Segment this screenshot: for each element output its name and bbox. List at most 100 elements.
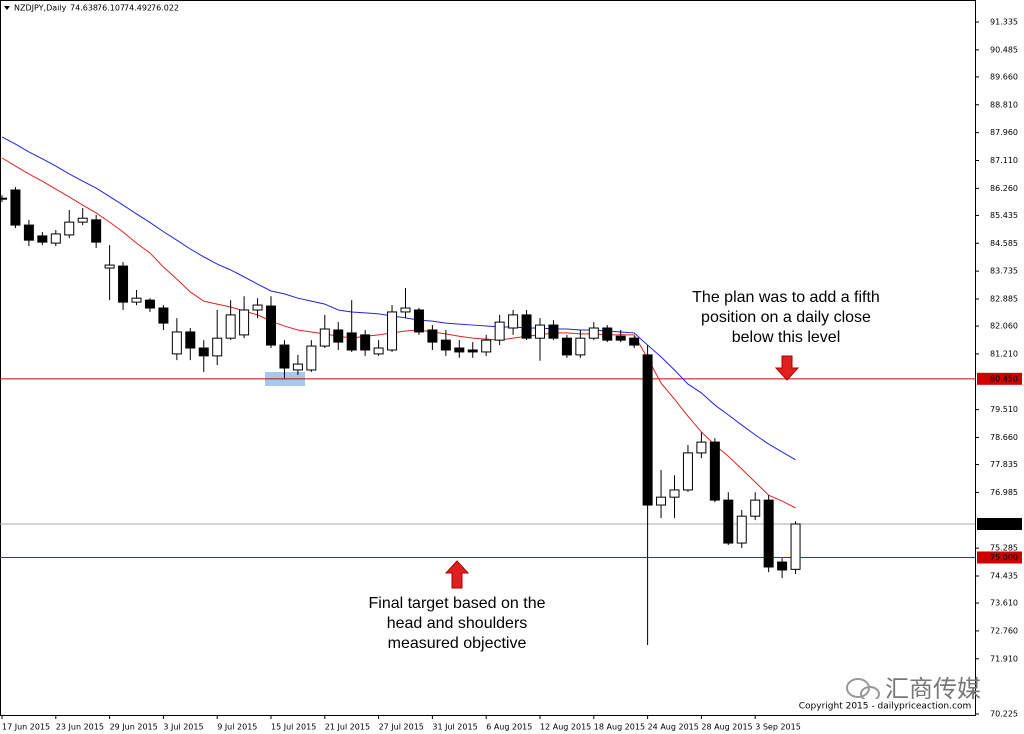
y-tick-label: 87.960 (990, 128, 1018, 137)
candle-body (158, 307, 169, 324)
candle-body (440, 339, 451, 351)
candle-body (629, 337, 640, 346)
candle-body (144, 299, 155, 309)
candle-body (373, 347, 384, 355)
x-tick-label: 24 Aug 2015 (648, 723, 699, 732)
candle-body (467, 349, 478, 353)
y-tick-label: 86.260 (990, 184, 1018, 193)
candle-body (346, 332, 357, 351)
annotation-line: head and shoulders (387, 615, 528, 632)
x-tick-label: 6 Aug 2015 (486, 723, 532, 732)
y-tick-label: 75.285 (990, 544, 1018, 553)
x-tick-label: 21 Jul 2015 (325, 723, 370, 732)
y-tick-label: 70.225 (990, 710, 1018, 719)
candle-body (723, 499, 734, 544)
y-tick-label: 83.735 (990, 267, 1018, 276)
y-tick-label: 90.485 (990, 45, 1018, 54)
y-tick-label: 82.885 (990, 295, 1018, 304)
copyright-bg (796, 699, 974, 712)
x-tick-label: 3 Sep 2015 (755, 723, 801, 732)
candle-body (10, 189, 21, 226)
candle-body (535, 324, 545, 339)
candle-body (91, 219, 102, 243)
y-tick-label: 79.510 (990, 405, 1018, 414)
y-tick-label: 87.110 (990, 156, 1018, 165)
candle-body (508, 314, 519, 329)
y-tick-label: 72.760 (990, 626, 1018, 635)
candle-body (750, 499, 761, 517)
candle-body (198, 347, 209, 357)
candle-body (656, 496, 667, 506)
annotation-line: position on a daily close (701, 309, 871, 326)
y-tick-label: 76.985 (990, 488, 1018, 497)
annotation-top: The plan was to add a fifth position on … (692, 289, 880, 381)
annotation-line: measured objective (388, 635, 527, 652)
candle-body (763, 499, 774, 568)
level-label: 76.022 (990, 519, 1018, 528)
candle-body (669, 489, 680, 498)
candle-body (252, 304, 263, 311)
x-tick-label: 27 Jul 2015 (379, 723, 424, 732)
candle-body (427, 329, 438, 343)
candle-body (682, 452, 693, 491)
ma-line (1, 136, 796, 461)
y-tick-label: 71.910 (990, 654, 1018, 663)
candle-body (212, 337, 223, 357)
candle-body (319, 328, 330, 347)
candle-body (239, 309, 250, 336)
y-tick-label: 82.060 (990, 322, 1018, 331)
x-tick-label: 18 Aug 2015 (594, 723, 645, 732)
candle-body (266, 305, 276, 346)
x-tick-label: 17 Jun 2015 (2, 723, 50, 732)
candle-body (225, 314, 236, 339)
y-tick-label: 88.810 (990, 100, 1018, 109)
y-tick-label: 77.835 (990, 460, 1018, 469)
candle-body (0, 197, 7, 200)
x-tick-label: 12 Aug 2015 (540, 723, 591, 732)
chart-title: NZDJPY,Daily (14, 4, 67, 13)
candle-body (548, 324, 559, 339)
x-tick-label: 31 Jul 2015 (432, 723, 477, 732)
annotation-line: Final target based on the (368, 595, 545, 612)
candle-body (64, 221, 75, 236)
x-tick-label: 28 Aug 2015 (701, 723, 752, 732)
plot-frame (0, 0, 976, 716)
candle-body (171, 331, 182, 355)
candle-body (292, 363, 303, 371)
candle-body (400, 307, 411, 313)
y-tick-label: 81.210 (990, 349, 1018, 358)
y-tick-label: 89.660 (990, 72, 1018, 81)
x-tick-label: 23 Jun 2015 (56, 723, 104, 732)
candle-body (561, 337, 572, 356)
header-high: 76.107 (97, 4, 125, 13)
candle-body (494, 321, 505, 341)
candle-body (23, 224, 34, 241)
level-label-bg (977, 551, 1022, 564)
candle-body (77, 217, 88, 223)
candle-body (777, 561, 788, 571)
annotation-bottom: Final target based on the head and shoul… (368, 560, 546, 652)
candle-body (306, 345, 317, 371)
candle-body (588, 327, 599, 339)
candle-body (521, 314, 532, 339)
candle-body (185, 331, 196, 349)
header-open: 74.638 (70, 4, 98, 13)
annotation-line: The plan was to add a fifth (692, 289, 880, 306)
y-tick-label: 91.335 (990, 17, 1018, 26)
candle-body (104, 264, 115, 269)
x-tick-label: 15 Jul 2015 (271, 723, 316, 732)
y-tick-label: 85.435 (990, 211, 1018, 220)
arrow-down (774, 355, 800, 381)
arrow-up (444, 560, 470, 589)
level-label-bg (977, 372, 1022, 385)
candle-body (413, 309, 424, 333)
ma-line (1, 157, 796, 509)
candle-body (709, 441, 720, 501)
annotation-line: below this level (732, 329, 841, 346)
candle-body (736, 515, 747, 544)
x-tick-label: 29 Jun 2015 (110, 723, 158, 732)
y-tick-label: 74.435 (990, 572, 1018, 581)
copyright: Copyright 2015 - dailypriceaction.com (799, 702, 971, 712)
candle-body (50, 233, 61, 244)
